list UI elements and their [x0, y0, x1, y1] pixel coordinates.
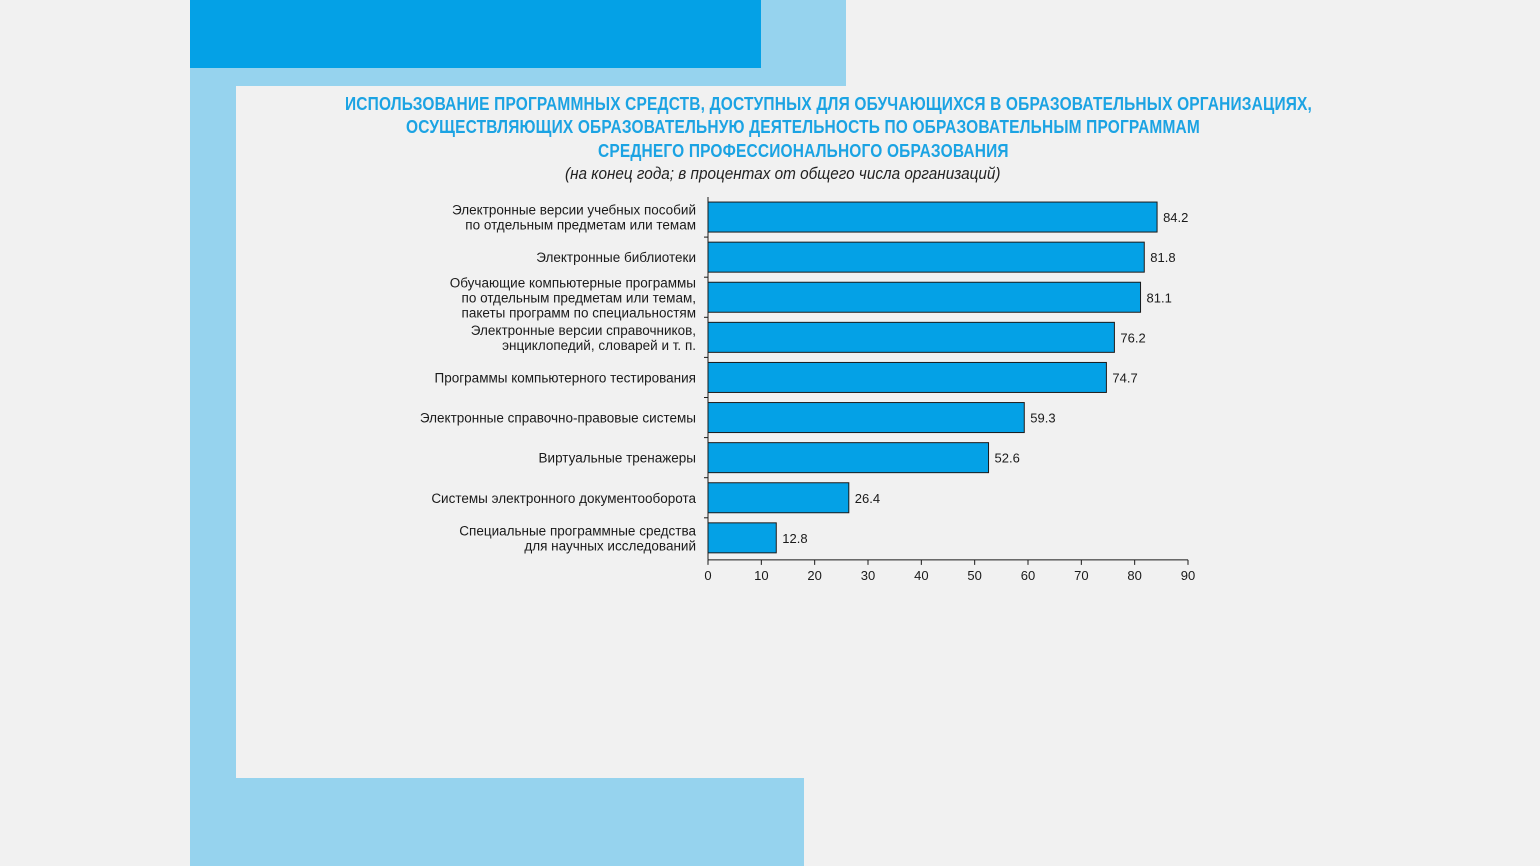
bar-9 — [707, 522, 777, 554]
value-label-9: 12.8 — [782, 531, 807, 546]
value-label-3: 81.1 — [1147, 290, 1172, 305]
category-label-3-line-3: пакеты программ по специальностям — [462, 305, 696, 320]
value-label-5: 74.7 — [1112, 370, 1137, 385]
value-label-6: 59.3 — [1030, 411, 1055, 426]
x-tick-label-10: 10 — [754, 568, 768, 583]
value-label-4: 76.2 — [1120, 330, 1145, 345]
x-tick-label-40: 40 — [914, 568, 928, 583]
bar-8 — [707, 482, 850, 514]
x-tick-label-30: 30 — [861, 568, 875, 583]
chart-title-line-3: СРЕДНЕГО ПРОФЕССИОНАЛЬНОГО ОБРАЗОВАНИЯ — [598, 141, 1009, 161]
chart-subtitle: (на конец года; в процентах от общего чи… — [565, 164, 1001, 183]
category-label-1-line-1: Электронные версии учебных пособий — [452, 203, 696, 218]
category-label-4-line-1: Электронные версии справочников, — [471, 323, 696, 338]
chart-title-line-1: ИСПОЛЬЗОВАНИЕ ПРОГРАММНЫХ СРЕДСТВ, ДОСТУ… — [345, 94, 1313, 114]
category-label-4-line-2: энциклопедий, словарей и т. п. — [502, 338, 696, 353]
chart-title-line-2: ОСУЩЕСТВЛЯЮЩИХ ОБРАЗОВАТЕЛЬНУЮ ДЕЯТЕЛЬНО… — [406, 117, 1200, 137]
x-tick-label-80: 80 — [1127, 568, 1141, 583]
bar-4 — [707, 321, 1115, 353]
x-tick-label-20: 20 — [807, 568, 821, 583]
category-label-5-line-1: Программы компьютерного тестирования — [435, 370, 696, 385]
decor-bottom-band — [190, 778, 804, 866]
value-label-1: 84.2 — [1163, 210, 1188, 225]
x-tick-label-60: 60 — [1021, 568, 1035, 583]
x-tick-label-0: 0 — [704, 568, 711, 583]
bar-7 — [707, 442, 990, 474]
decor-left-strip — [190, 0, 236, 866]
category-label-1-line-2: по отдельным предметам или темам — [465, 218, 696, 233]
value-label-8: 26.4 — [855, 491, 880, 506]
x-tick-label-70: 70 — [1074, 568, 1088, 583]
category-label-9-line-1: Специальные программные средства — [459, 523, 696, 538]
bar-3 — [707, 281, 1142, 313]
category-label-7-line-1: Виртуальные тренажеры — [539, 451, 696, 466]
category-label-6-line-1: Электронные справочно-правовые системы — [420, 411, 696, 426]
bar-2 — [707, 241, 1145, 273]
bar-5 — [707, 361, 1107, 393]
bar-1 — [707, 201, 1158, 233]
value-label-7: 52.6 — [995, 451, 1020, 466]
x-tick-label-50: 50 — [967, 568, 981, 583]
decor-top-dark-band — [190, 0, 761, 68]
category-label-8-line-1: Системы электронного документооборота — [431, 491, 696, 506]
category-label-3-line-1: Обучающие компьютерные программы — [450, 275, 696, 290]
value-label-2: 81.8 — [1150, 250, 1175, 265]
bars-layer: 84.2 81.8 81.1 76.2 74.7 59.3 52.6 26.4 12.8 — [707, 201, 1188, 554]
x-axis: 0 10 20 30 40 50 60 70 80 90 — [704, 197, 1195, 583]
x-tick-label-90: 90 — [1181, 568, 1195, 583]
category-label-3-line-2: по отдельным предметам или темам, — [462, 290, 696, 305]
bar-6 — [707, 402, 1025, 434]
category-label-2-line-1: Электронные библиотеки — [536, 250, 696, 265]
category-label-9-line-2: для научных исследований — [524, 538, 696, 553]
